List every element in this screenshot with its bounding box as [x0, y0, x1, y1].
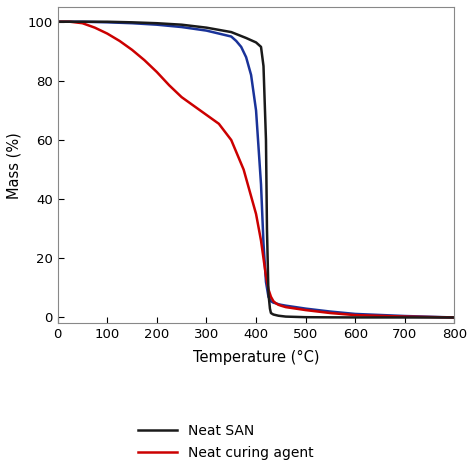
- X-axis label: Temperature (°C): Temperature (°C): [193, 350, 319, 365]
- Legend: Neat SAN, Neat curing agent, SAN/curing agent capsules: Neat SAN, Neat curing agent, SAN/curing …: [132, 418, 380, 462]
- Y-axis label: Mass (%): Mass (%): [7, 132, 22, 199]
